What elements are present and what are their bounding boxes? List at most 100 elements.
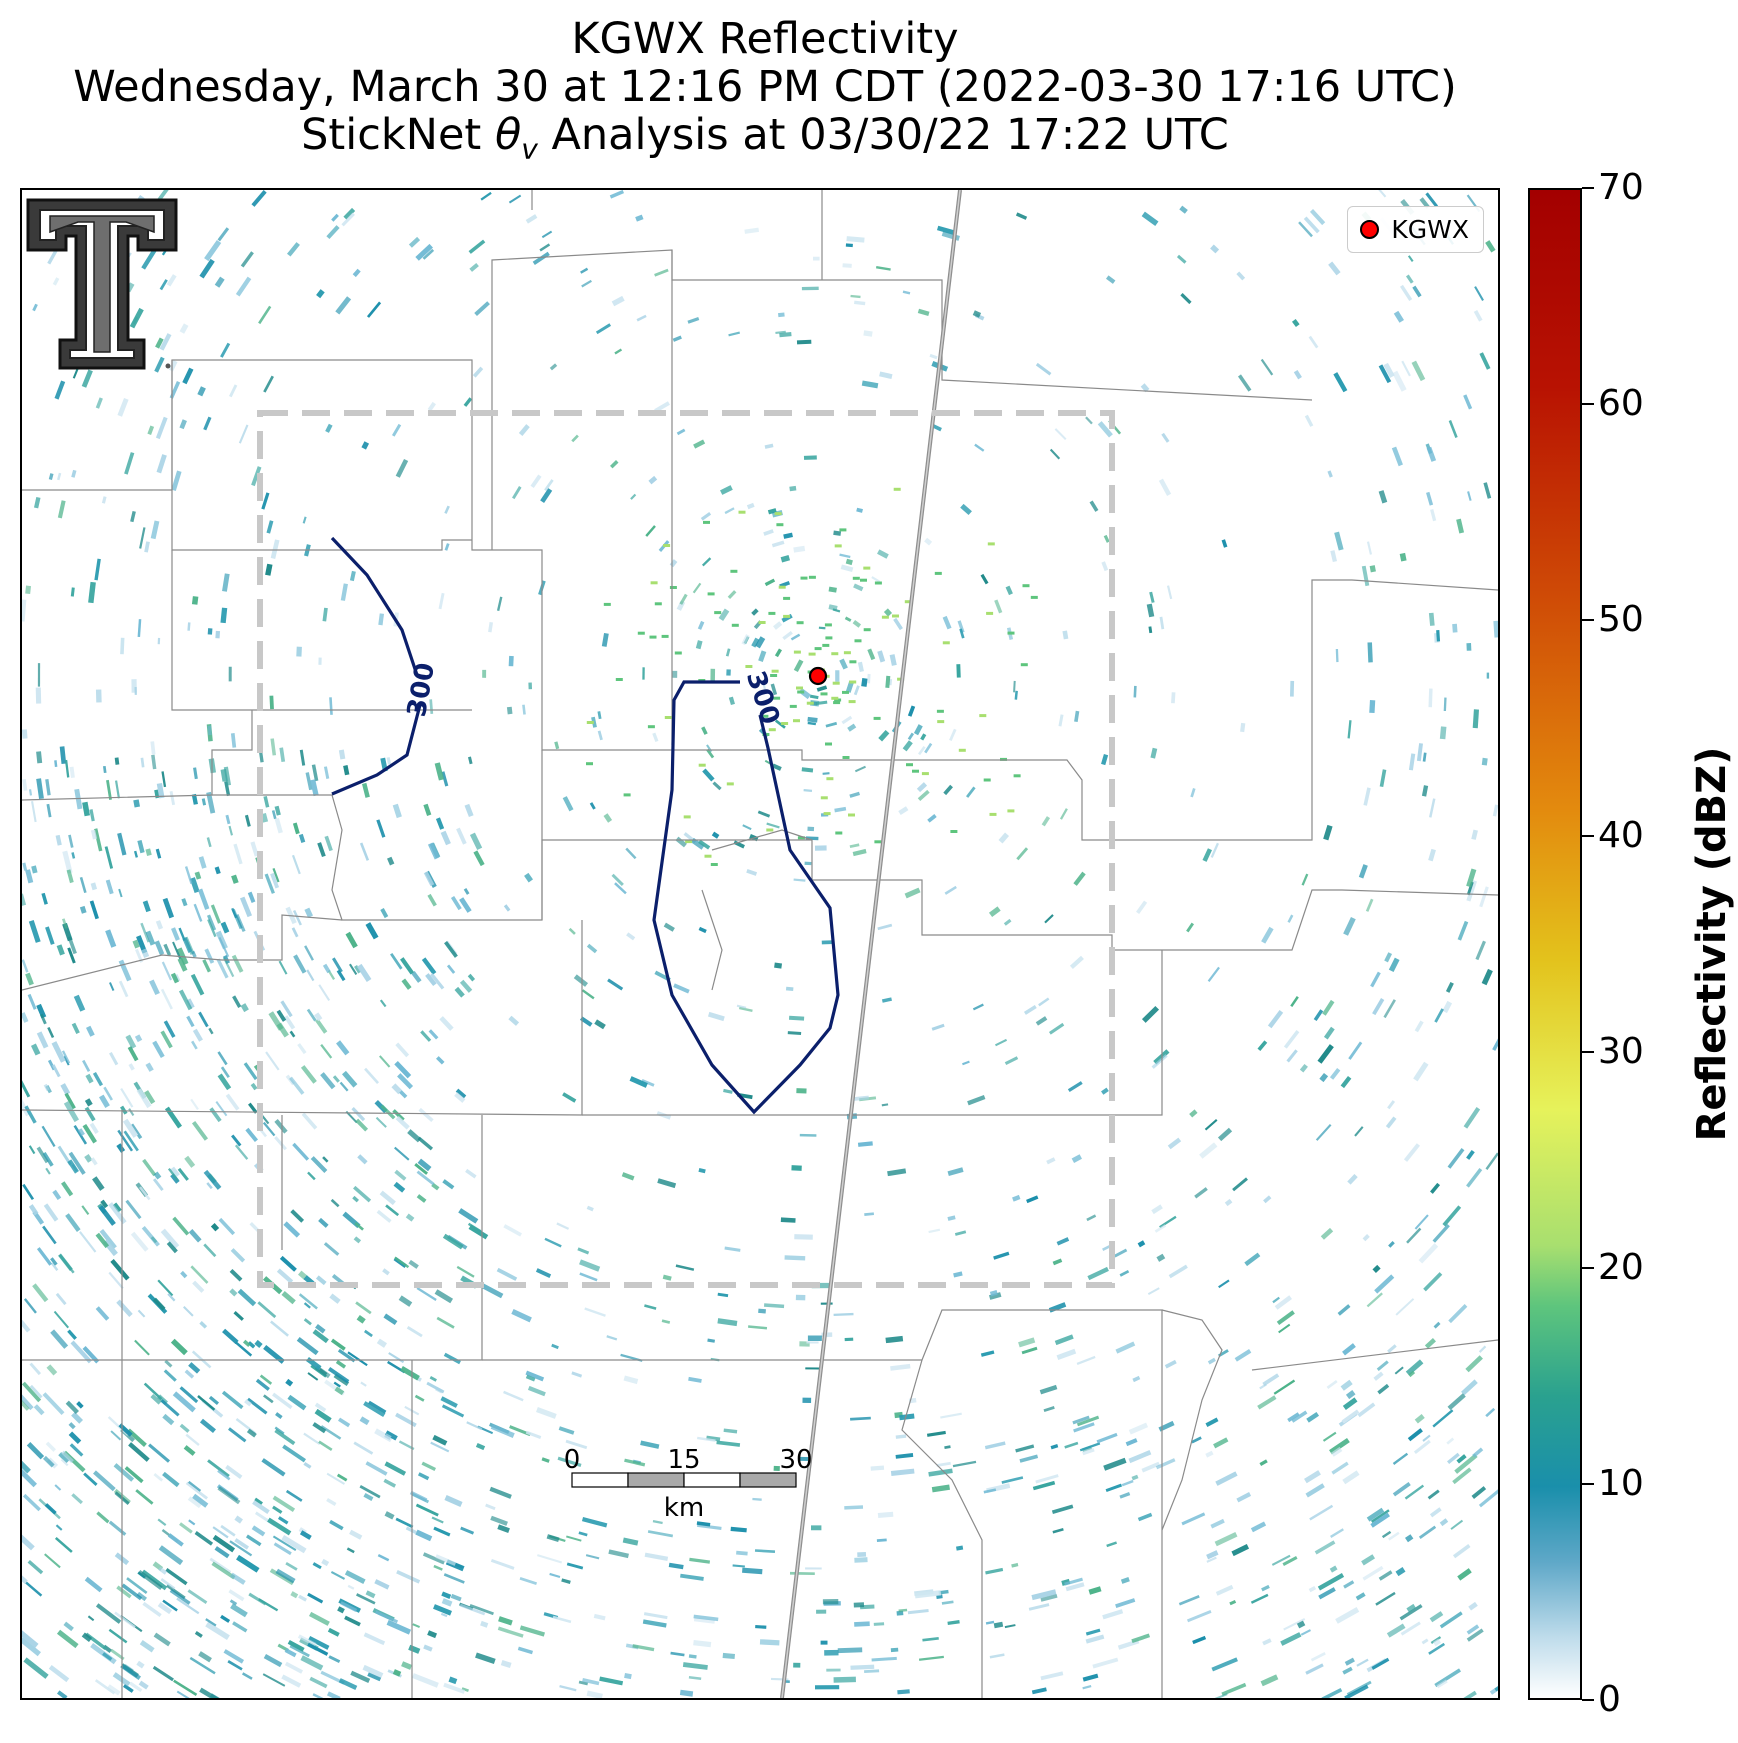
echo-pixel xyxy=(1330,550,1338,563)
echo-pixel xyxy=(637,631,645,635)
echo-pixel xyxy=(1335,648,1339,663)
echo-pixel xyxy=(328,1655,341,1664)
echo-pixel xyxy=(54,1484,62,1491)
echo-pixel xyxy=(498,1616,513,1626)
echo-pixel xyxy=(814,647,822,651)
echo-pixel xyxy=(673,983,690,994)
echo-pixel xyxy=(1406,1603,1416,1613)
echo-pixel xyxy=(1370,1512,1390,1528)
echo-pixel xyxy=(936,709,944,713)
echo-pixel xyxy=(43,1203,59,1222)
echo-pixel xyxy=(473,850,485,867)
echo-pixel xyxy=(848,813,855,817)
echo-pixel xyxy=(703,520,710,524)
radar-map[interactable]: 300 300 0 15 30 km KGWX xyxy=(20,188,1500,1700)
echo-pixel xyxy=(724,1246,741,1252)
echo-pixel xyxy=(36,1003,47,1019)
echo-pixel xyxy=(644,1304,657,1310)
echo-pixel xyxy=(1467,491,1472,501)
echo-pixel xyxy=(940,1412,962,1419)
echo-pixel xyxy=(228,825,233,836)
echo-pixel xyxy=(67,947,76,964)
echo-pixel xyxy=(762,682,766,690)
echo-pixel xyxy=(826,777,834,781)
echo-pixel xyxy=(42,1392,65,1415)
echo-pixel xyxy=(644,1552,669,1561)
echo-pixel xyxy=(434,762,445,781)
echo-pixel xyxy=(293,954,307,974)
echo-pixel xyxy=(674,651,682,655)
echo-pixel xyxy=(52,1189,62,1201)
echo-pixel xyxy=(61,1181,74,1197)
echo-pixel xyxy=(924,742,933,754)
echo-pixel xyxy=(844,616,852,622)
echo-pixel xyxy=(117,397,129,417)
echo-pixel xyxy=(641,1079,655,1087)
echo-pixel xyxy=(1151,1204,1163,1215)
echo-pixel xyxy=(142,1601,162,1618)
echo-pixel xyxy=(229,1599,238,1606)
echo-pixel xyxy=(490,1558,515,1570)
echo-pixel xyxy=(22,1012,29,1023)
echo-pixel xyxy=(179,1386,199,1404)
echo-pixel xyxy=(1054,428,1067,441)
echo-pixel xyxy=(917,789,930,801)
echo-pixel xyxy=(586,1690,603,1698)
echo-pixel xyxy=(28,920,41,943)
echo-pixel xyxy=(93,1470,116,1492)
echo-pixel xyxy=(833,1312,854,1316)
echo-pixel xyxy=(688,1376,702,1383)
echo-pixel xyxy=(329,697,333,715)
echo-pixel xyxy=(842,263,852,268)
echo-pixel xyxy=(1210,1693,1228,1698)
echo-pixel xyxy=(697,1436,716,1442)
echo-pixel xyxy=(663,544,671,547)
echo-pixel xyxy=(454,1092,466,1103)
echo-pixel xyxy=(831,696,839,700)
echo-pixel xyxy=(82,1123,97,1144)
echo-pixel xyxy=(1456,1454,1467,1464)
echo-pixel xyxy=(985,1620,995,1625)
echo-pixel xyxy=(863,566,871,570)
echo-pixel xyxy=(400,1366,420,1381)
echo-pixel xyxy=(346,1547,355,1554)
echo-pixel xyxy=(463,888,470,895)
echo-pixel xyxy=(306,1008,317,1022)
echo-pixel xyxy=(178,927,186,942)
echo-pixel xyxy=(194,871,202,880)
echo-pixel xyxy=(300,1655,324,1671)
echo-pixel xyxy=(710,668,716,681)
echo-pixel xyxy=(170,1173,180,1184)
echo-pixel xyxy=(1133,685,1137,698)
echo-pixel xyxy=(1041,816,1051,827)
echo-pixel xyxy=(283,1015,296,1030)
echo-pixel xyxy=(450,896,462,911)
echo-pixel xyxy=(793,659,804,672)
echo-pixel xyxy=(1320,1227,1334,1240)
echo-pixel xyxy=(1040,1671,1064,1681)
echo-pixel xyxy=(300,1065,317,1084)
echo-pixel xyxy=(222,957,235,978)
echo-pixel xyxy=(286,242,300,257)
echo-pixel xyxy=(199,258,215,279)
echo-pixel xyxy=(1032,1480,1056,1491)
echo-pixel xyxy=(1290,996,1299,1008)
echo-pixel xyxy=(497,1524,510,1533)
echo-pixel xyxy=(225,1093,240,1111)
echo-pixel xyxy=(1430,1182,1441,1194)
echo-pixel xyxy=(335,296,352,315)
echo-pixel xyxy=(1221,1682,1247,1696)
echo-pixel xyxy=(1342,1666,1353,1675)
echo-pixel xyxy=(1481,757,1488,766)
echo-pixel xyxy=(1040,1594,1058,1602)
echo-pixel xyxy=(326,225,340,240)
echo-pixel xyxy=(239,896,253,918)
echo-pixel xyxy=(1308,335,1319,349)
echo-pixel xyxy=(1052,1528,1064,1534)
echo-pixel xyxy=(315,1323,326,1334)
echo-pixel xyxy=(944,885,957,895)
echo-pixel xyxy=(793,878,806,882)
echo-pixel xyxy=(1314,1540,1336,1555)
echo-pixel xyxy=(578,1680,589,1686)
echo-pixel xyxy=(192,1028,203,1042)
